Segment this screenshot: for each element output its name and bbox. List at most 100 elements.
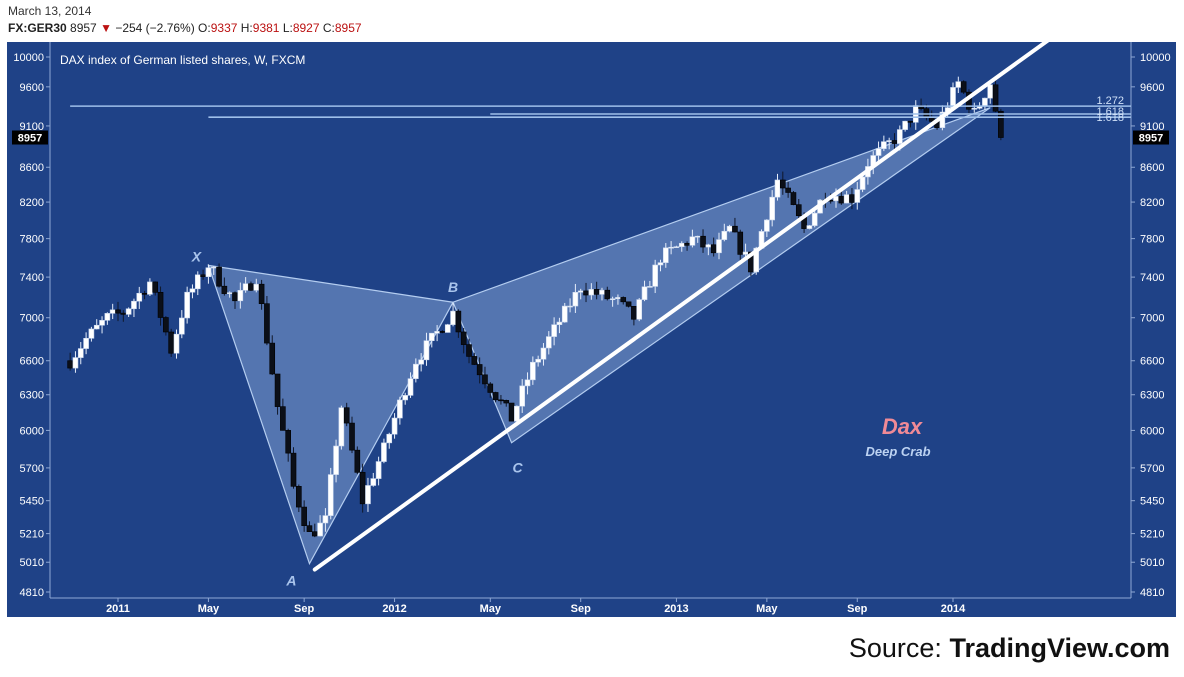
candle-up xyxy=(588,289,595,296)
candle-down xyxy=(785,187,791,193)
candle-up xyxy=(237,290,244,302)
candle-up xyxy=(338,407,345,447)
candle-up xyxy=(428,332,435,341)
candle-down xyxy=(849,194,855,203)
candle-up xyxy=(955,81,962,88)
candle-up xyxy=(370,478,377,486)
candle-down xyxy=(631,306,637,320)
y-tick-label-left: 5450 xyxy=(20,496,44,508)
candle-down xyxy=(503,400,510,404)
x-tick-label: May xyxy=(198,603,220,615)
high-label: H: xyxy=(240,21,253,35)
candle-down xyxy=(115,309,121,314)
candle-down xyxy=(248,283,254,291)
candle-down xyxy=(998,110,1004,138)
y-tick-label-right: 9100 xyxy=(1140,121,1164,133)
dax-label: Dax xyxy=(882,414,923,439)
candle-up xyxy=(572,291,579,307)
candle-down xyxy=(604,289,611,300)
candle-down xyxy=(67,360,73,369)
candle-up xyxy=(72,357,79,369)
candle-down xyxy=(439,331,446,333)
candle-up xyxy=(194,274,201,290)
y-tick-label-right: 7400 xyxy=(1140,272,1164,284)
chart-date: March 13, 2014 xyxy=(8,4,92,18)
candle-up xyxy=(519,385,526,407)
price-change: −254 (−2.76%) xyxy=(115,21,195,35)
candle-down xyxy=(684,242,690,246)
low-value: 8927 xyxy=(292,21,320,35)
pattern-point-label-a: A xyxy=(285,573,296,589)
candle-up xyxy=(184,291,190,319)
candle-up xyxy=(540,347,547,360)
candle-up xyxy=(131,300,137,310)
y-tick-label-right: 8600 xyxy=(1140,162,1164,174)
x-tick-label: 2014 xyxy=(941,603,966,615)
candle-up xyxy=(125,308,132,315)
candle-up xyxy=(109,309,116,314)
candle-up xyxy=(859,176,866,190)
y-tick-label-right: 7800 xyxy=(1140,234,1164,246)
candle-down xyxy=(487,383,494,393)
y-tick-label-left: 10000 xyxy=(13,52,44,64)
y-tick-label-right: 9600 xyxy=(1140,82,1164,94)
candle-up xyxy=(530,361,536,381)
close-label: C: xyxy=(322,21,335,35)
candlestick-series xyxy=(67,76,1004,538)
y-tick-label-left: 7400 xyxy=(20,272,44,284)
candle-up xyxy=(104,313,111,321)
candle-down xyxy=(280,406,286,431)
candle-down xyxy=(221,285,228,294)
symbol-label[interactable]: FX:GER30 xyxy=(8,21,67,35)
y-tick-label-right: 10000 xyxy=(1140,52,1171,64)
x-tick-label: May xyxy=(480,603,502,615)
candle-up xyxy=(641,286,648,300)
candle-down xyxy=(232,292,238,302)
pattern-name-label: Deep Crab xyxy=(865,444,930,459)
candle-up xyxy=(189,288,196,293)
candle-up xyxy=(210,266,217,269)
x-tick-label: Sep xyxy=(294,603,314,615)
candle-down xyxy=(790,192,797,205)
candle-up xyxy=(647,286,653,288)
pattern-point-label-x: X xyxy=(191,248,203,264)
candle-down xyxy=(311,531,318,537)
source-brand: TradingView.com xyxy=(949,633,1170,663)
candle-down xyxy=(152,281,159,293)
candle-down xyxy=(455,310,462,333)
candle-up xyxy=(322,515,329,524)
y-tick-label-right: 4810 xyxy=(1140,587,1164,599)
x-tick-label: May xyxy=(756,603,778,615)
y-tick-label-right: 5010 xyxy=(1140,557,1164,569)
y-tick-label-left: 7000 xyxy=(20,313,44,325)
x-tick-label: 2012 xyxy=(382,603,406,615)
down-arrow-icon: ▼ xyxy=(100,21,112,35)
candle-down xyxy=(216,266,222,287)
candle-up xyxy=(450,310,456,325)
candle-up xyxy=(545,336,552,349)
candle-up xyxy=(434,331,440,334)
candle-up xyxy=(83,338,89,349)
candle-up xyxy=(423,340,430,361)
candle-up xyxy=(678,242,685,247)
open-value: 9337 xyxy=(210,21,238,35)
candle-up xyxy=(375,461,382,479)
candle-up xyxy=(397,399,403,419)
candle-up xyxy=(742,251,749,255)
candle-up xyxy=(577,290,584,293)
last-price-tag-left-text: 8957 xyxy=(18,133,42,145)
candle-down xyxy=(907,120,914,123)
support-trendline[interactable] xyxy=(312,26,1067,572)
candle-up xyxy=(556,321,563,325)
candle-up xyxy=(673,246,680,248)
x-tick-label: 2011 xyxy=(106,603,130,615)
candle-up xyxy=(833,196,839,202)
candle-down xyxy=(306,525,313,532)
y-tick-label-left: 5210 xyxy=(20,529,44,541)
candle-up xyxy=(753,247,760,273)
candle-up xyxy=(205,267,212,277)
candle-up xyxy=(875,148,882,156)
y-tick-label-left: 5700 xyxy=(20,463,44,475)
